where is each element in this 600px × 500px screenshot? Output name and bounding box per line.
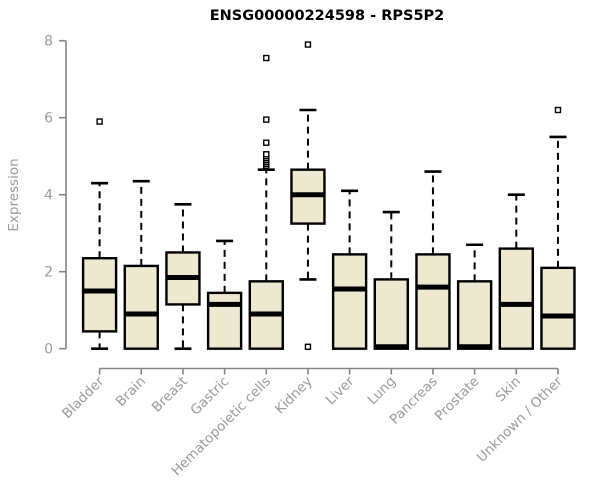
x-axis-label: Brain xyxy=(113,374,149,410)
box xyxy=(540,266,576,350)
y-tick-label: 4 xyxy=(44,188,53,204)
x-axis-label: Kidney xyxy=(272,374,316,418)
outlier-point xyxy=(263,151,270,158)
box xyxy=(123,264,159,350)
box xyxy=(206,291,243,350)
chart-title: ENSG00000224598 - RPS5P2 xyxy=(209,8,445,24)
outlier-point xyxy=(263,139,270,146)
box xyxy=(456,280,493,350)
outlier-point xyxy=(304,343,312,350)
y-tick-label: 0 xyxy=(44,342,53,358)
x-axis-label: Liver xyxy=(323,373,358,408)
box xyxy=(498,247,534,350)
y-tick-label: 8 xyxy=(44,34,53,50)
box xyxy=(373,278,409,350)
outlier-point xyxy=(304,41,312,48)
y-tick-label: 2 xyxy=(44,265,53,281)
x-axis-label: Bladder xyxy=(59,373,108,422)
outlier-point xyxy=(263,116,270,123)
x-axis-label: Breast xyxy=(149,374,191,416)
box xyxy=(415,253,451,350)
x-axis-label: Lung xyxy=(364,374,399,409)
outlier-point xyxy=(554,106,562,114)
outlier-point xyxy=(96,118,103,125)
y-tick-label: 6 xyxy=(44,111,53,127)
box xyxy=(81,257,118,333)
outlier-point xyxy=(263,54,270,62)
box xyxy=(331,253,368,350)
x-axis-label: Prostate xyxy=(432,374,483,425)
x-axis-label: Skin xyxy=(493,374,525,406)
